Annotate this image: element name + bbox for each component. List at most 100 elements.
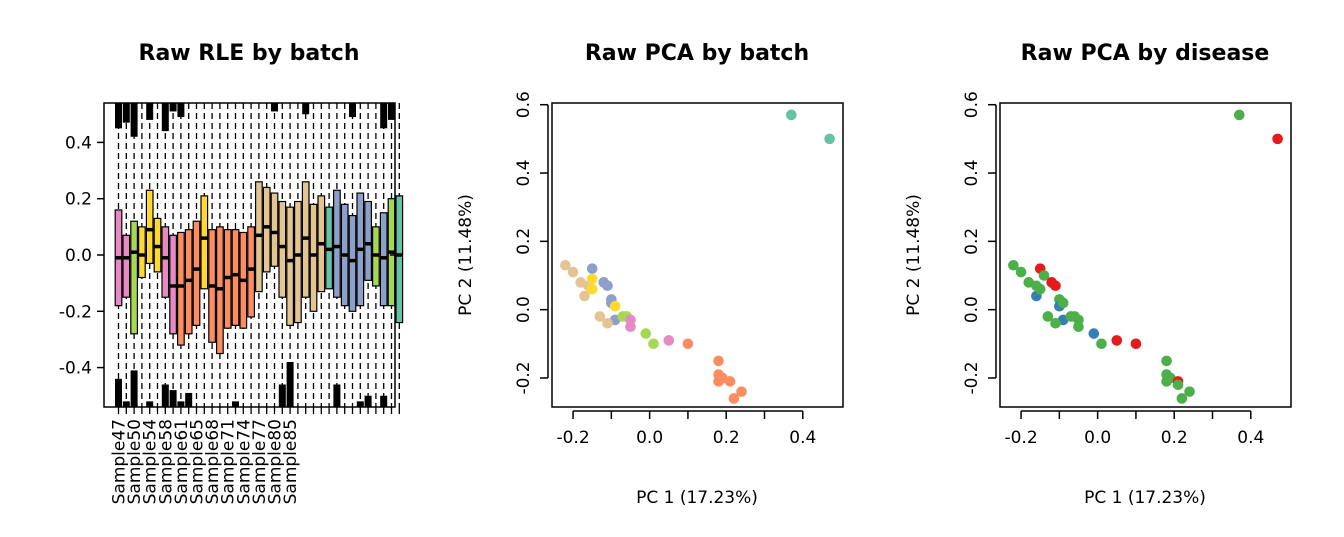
rle-box-4	[138, 226, 146, 279]
pca-disease-y-tick-label-4: 0.4	[962, 159, 982, 186]
pca-batch-point-31	[724, 376, 736, 387]
pca-disease-point-12	[1050, 280, 1061, 292]
rle-x-tick-label-11: Sample80	[266, 419, 286, 504]
rle-box-3	[130, 220, 139, 335]
rle-y-tick-label-1: -0.4	[59, 359, 92, 379]
pca-batch-point-8	[586, 263, 598, 274]
rle-x-tick-label-3: Sample54	[141, 419, 161, 504]
rle-box-37	[395, 195, 404, 324]
pca-batch-point-9	[586, 273, 598, 285]
pca-batch-point-33	[728, 393, 740, 404]
rle-outlier-19	[286, 361, 294, 407]
pca-disease-y-tick-label-2: 0.0	[962, 296, 982, 323]
pca-batch-y-tick-label-4: 0.4	[514, 159, 534, 186]
rle-box-31	[348, 214, 357, 312]
pca-batch-y-label: PC 2 (11.48%)	[456, 194, 476, 316]
pca-disease-title: Raw PCA by disease	[1021, 41, 1270, 66]
pca-batch-point-27	[713, 355, 724, 367]
pca-batch-point-17	[594, 311, 606, 322]
pca-batch-point-32	[736, 386, 747, 397]
rle-boxes	[114, 181, 404, 355]
pca-disease-point-4	[1015, 266, 1027, 278]
rle-y-tick-label-3: 0.0	[65, 246, 92, 266]
pca-batch-title: Raw PCA by batch	[585, 41, 809, 66]
pca-batch-point-10	[586, 283, 598, 295]
pca-disease-point-26	[1130, 338, 1142, 350]
pca-disease-y-label: PC 2 (11.48%)	[904, 194, 924, 316]
pca-disease-point-33	[1184, 386, 1195, 397]
pca-batch-point-7	[579, 290, 590, 302]
rle-outlier-3	[122, 103, 130, 123]
pca-disease-x-tick-label-3: 0.2	[1161, 428, 1188, 448]
pca-batch-y-tick-label-1: -0.2	[514, 361, 534, 394]
rle-box-7	[161, 226, 170, 298]
pca-batch-x-tick-label-3: 0.2	[713, 428, 740, 448]
rle-outlier-10	[161, 384, 169, 407]
rle-outlier-9	[161, 103, 169, 132]
rle-outlier-11	[169, 103, 177, 112]
pca-disease-point-9	[1038, 270, 1050, 281]
rle-x-tick-label-12: Sample85	[281, 419, 301, 504]
pca-batch-x-tick-label-1: -0.2	[556, 428, 589, 448]
rle-outlier-6	[130, 370, 138, 407]
rle-outlier-4	[122, 401, 130, 407]
pca-batch-point-24	[648, 338, 659, 350]
rle-y-tick-label-4: 0.2	[65, 190, 92, 210]
pca-batch-panel: Raw PCA by batch -0.2 0.0 0.2 0.4 0.6 -0.2 0.0…	[456, 41, 844, 508]
rle-outlier-15	[185, 392, 193, 407]
rle-y-tick-label-5: 0.4	[65, 133, 92, 153]
pca-disease-x-label: PC 1 (17.23%)	[1084, 488, 1206, 508]
pca-disease-y-tick-label-1: -0.2	[962, 361, 982, 394]
pca-batch-point-1	[786, 109, 797, 121]
rle-outlier-21	[333, 384, 341, 407]
pca-disease-point-2	[1272, 133, 1283, 145]
rle-x-tick-label-8: Sample71	[219, 419, 239, 504]
pca-batch-point-18	[602, 318, 613, 329]
rle-box-11	[192, 220, 201, 326]
pca-disease-x-tick-label-4: 0.4	[1237, 428, 1264, 448]
rle-box-33	[364, 200, 372, 281]
rle-box-12	[200, 195, 209, 290]
pca-disease-panel: Raw PCA by disease -0.2 0.0 0.2 0.4 0.6 -0.2 0…	[904, 41, 1292, 508]
pca-disease-point-24	[1096, 338, 1107, 350]
pca-disease-point-22	[1073, 314, 1084, 326]
pca-batch-y-tick-label-5: 0.6	[514, 91, 534, 118]
pca-batch-point-4	[567, 266, 579, 278]
pca-batch-point-23	[640, 328, 652, 339]
pca-batch-x-tick-label-2: 0.0	[636, 428, 663, 448]
pca-disease-point-18	[1050, 318, 1061, 329]
pca-disease-point-1	[1234, 109, 1245, 121]
rle-x-tick-label-2: Sample50	[125, 419, 145, 504]
pca-disease-axes: -0.2 0.0 0.2 0.4 0.6 -0.2 0.0 0.2 0.4	[962, 91, 1264, 448]
pca-batch-x-tick-label-4: 0.4	[789, 428, 816, 448]
rle-box-21	[270, 192, 279, 267]
rle-outlier-25	[380, 103, 388, 129]
rle-outlier-5	[130, 103, 138, 137]
rle-boxplot-panel: Raw RLE by batch -0.4 -0.2 0.0 0.2 0.4 Sampl…	[59, 41, 404, 504]
rle-outlier-7	[146, 103, 154, 120]
rle-outlier-27	[388, 103, 395, 120]
rle-box-22	[278, 200, 287, 298]
rle-outlier-23	[356, 401, 364, 407]
rle-y-tick-label-2: -0.2	[59, 302, 92, 322]
pca-batch-point-25	[663, 335, 675, 346]
pca-disease-point-15	[1057, 297, 1069, 309]
rle-outlier-24	[364, 395, 372, 407]
pca-batch-x-label: PC 1 (17.23%)	[636, 488, 758, 508]
pca-disease-point-23	[1088, 328, 1100, 339]
pca-batch-point-30	[713, 376, 724, 387]
rle-x-tick-label-1: Sample47	[110, 419, 130, 504]
rle-x-axis: Sample47Sample50Sample54Sample58Sample61…	[110, 407, 400, 504]
rle-box-18	[247, 226, 256, 318]
pca-batch-y-tick-label-2: 0.0	[514, 296, 534, 323]
rle-box-29	[333, 189, 341, 298]
rle-box-24	[294, 200, 302, 324]
pca-disease-point-3	[1008, 259, 1019, 271]
rle-outlier-13	[177, 103, 185, 118]
rle-x-tick-label-5: Sample61	[172, 419, 192, 504]
rle-outlier-26	[380, 395, 388, 407]
pca-batch-y-tick-label-3: 0.2	[514, 228, 534, 255]
pca-batch-plot-frame	[551, 102, 844, 408]
pca-disease-point-25	[1111, 335, 1123, 346]
pca-disease-y-tick-label-5: 0.6	[962, 91, 982, 118]
